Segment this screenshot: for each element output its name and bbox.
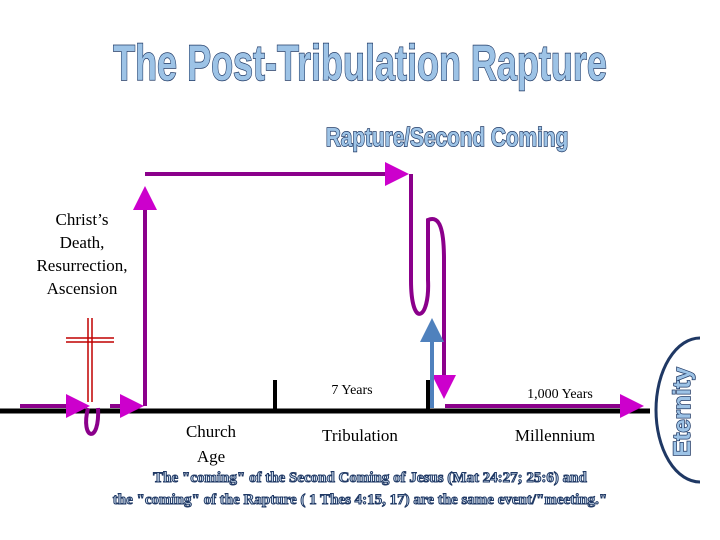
- caption: the "coming" of the Rapture ( 1 Thes 4:1…: [113, 492, 608, 508]
- label: Death,: [60, 233, 105, 252]
- label: 1,000 Years: [527, 387, 593, 402]
- label: Age: [197, 447, 225, 466]
- label: Church: [186, 422, 237, 441]
- eternity-label: Eternity: [669, 367, 696, 457]
- label: Millennium: [515, 426, 595, 445]
- subtitle: Rapture/Second Coming: [326, 123, 569, 152]
- cross: [66, 318, 114, 402]
- title: The Post-Tribulation Rapture: [113, 36, 607, 91]
- label: Ascension: [47, 279, 118, 298]
- eternity-arc: [654, 336, 701, 484]
- caption: The "coming" of the Second Coming of Jes…: [153, 470, 587, 486]
- label: Christ’s: [56, 210, 109, 229]
- loop: [409, 174, 456, 399]
- loop: [84, 407, 101, 436]
- label: Resurrection,: [36, 256, 127, 275]
- label: 7 Years: [331, 383, 372, 398]
- label: Tribulation: [322, 426, 398, 445]
